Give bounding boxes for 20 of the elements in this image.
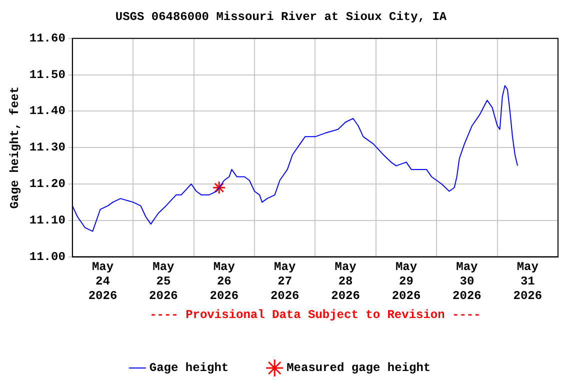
x-tick-label: May 30 2026 xyxy=(452,260,482,303)
y-tick-label: 11.50 xyxy=(29,68,66,82)
y-tick-label: 11.40 xyxy=(29,104,66,118)
legend-label: Measured gage height xyxy=(286,361,431,376)
y-tick-label: 11.10 xyxy=(29,213,66,228)
y-tick-label: 11.60 xyxy=(29,31,66,46)
y-axis-title: Gage height, feet xyxy=(8,86,22,209)
chart-title: USGS 06486000 Missouri River at Sioux City, IA xyxy=(115,10,448,24)
x-tick-label: May 29 2026 xyxy=(392,260,421,303)
y-tick-label: 11.00 xyxy=(29,250,66,264)
text: ---- Provisional Data Subject to Revision ---- xyxy=(150,308,481,322)
x-tick-label: May 24 2026 xyxy=(88,260,118,303)
y-tick-label: 11.20 xyxy=(29,177,66,192)
x-tick-label: May 26 2026 xyxy=(210,260,239,303)
x-tick-label: May 31 2026 xyxy=(513,260,542,303)
x-tick-label: May 27 2026 xyxy=(270,260,300,303)
y-tick-label: 11.30 xyxy=(29,140,66,155)
x-tick-label: May 25 2026 xyxy=(149,260,178,303)
legend-label: Gage height xyxy=(149,361,229,376)
x-tick-label: May 28 2026 xyxy=(331,260,360,303)
